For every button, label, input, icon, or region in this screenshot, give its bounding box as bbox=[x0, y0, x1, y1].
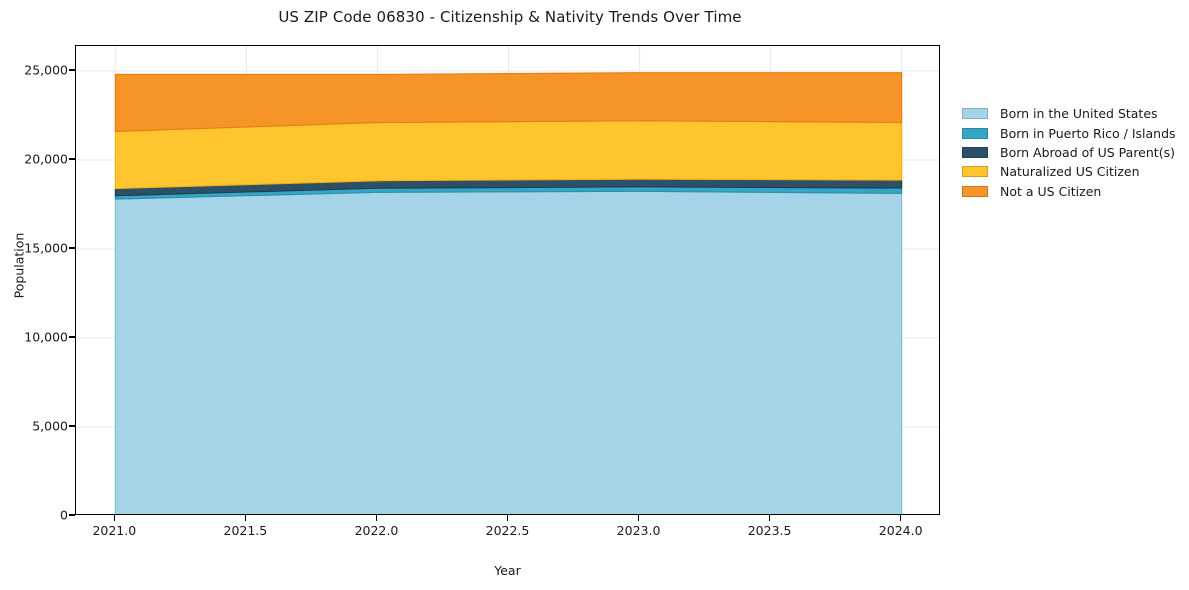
legend-label: Born Abroad of US Parent(s) bbox=[1000, 144, 1175, 160]
chart-legend: Born in the United States Born in Puerto … bbox=[962, 104, 1186, 201]
area-band bbox=[114, 120, 903, 190]
legend-swatch bbox=[962, 127, 988, 139]
y-axis-tick-mark bbox=[69, 336, 75, 338]
y-axis-tick-mark bbox=[69, 425, 75, 427]
x-axis-tick-mark bbox=[900, 515, 902, 521]
y-axis-tick-labels: 0 5,000 10,000 15,000 20,000 25,000 bbox=[0, 0, 68, 590]
legend-item[interactable]: Born Abroad of US Parent(s) bbox=[962, 143, 1186, 162]
legend-item[interactable]: Not a US Citizen bbox=[962, 182, 1186, 201]
x-axis-tick-mark bbox=[375, 515, 378, 521]
y-axis-tick-label: 15,000 bbox=[24, 240, 68, 256]
y-axis-tick-label: 5,000 bbox=[32, 418, 68, 434]
legend-swatch bbox=[962, 166, 988, 178]
legend-swatch bbox=[962, 108, 988, 120]
y-axis-label: Population bbox=[11, 232, 27, 299]
legend-swatch bbox=[962, 185, 988, 197]
x-axis-tick-mark bbox=[768, 515, 771, 521]
legend-label: Born in the United States bbox=[1000, 106, 1158, 122]
y-axis-tick-label: 20,000 bbox=[24, 151, 68, 167]
x-axis-tick-label: 2021.5 bbox=[223, 523, 268, 538]
y-axis-tick-label: 25,000 bbox=[24, 62, 68, 78]
x-axis-tick-mark bbox=[506, 515, 509, 521]
x-axis-tick-mark bbox=[637, 515, 640, 521]
legend-item[interactable]: Naturalized US Citizen bbox=[962, 162, 1186, 181]
area-band bbox=[114, 190, 903, 514]
chart-title: US ZIP Code 06830 - Citizenship & Nativi… bbox=[278, 8, 742, 26]
stacked-area-plot bbox=[76, 46, 939, 514]
legend-label: Born in Puerto Rico / Islands bbox=[1000, 125, 1176, 141]
legend-item[interactable]: Born in Puerto Rico / Islands bbox=[962, 123, 1186, 142]
legend-item[interactable]: Born in the United States bbox=[962, 104, 1186, 123]
y-axis-tick-mark bbox=[69, 514, 75, 516]
y-axis-tick-label: 0 bbox=[60, 507, 68, 523]
y-axis-tick-label: 10,000 bbox=[24, 329, 68, 345]
x-axis-tick-label: 2021.0 bbox=[92, 523, 137, 538]
area-band bbox=[114, 72, 903, 133]
x-axis-tick-mark bbox=[244, 515, 247, 521]
legend-label: Not a US Citizen bbox=[1000, 183, 1102, 199]
legend-label: Naturalized US Citizen bbox=[1000, 164, 1140, 180]
y-axis-tick-mark bbox=[69, 158, 75, 160]
x-axis-tick-label: 2023.5 bbox=[747, 523, 792, 538]
y-axis-tick-mark bbox=[69, 69, 75, 71]
area-bands bbox=[114, 72, 903, 514]
legend-swatch bbox=[962, 146, 988, 158]
y-axis-tick-mark bbox=[69, 247, 75, 249]
x-axis-tick-label: 2022.0 bbox=[354, 523, 399, 538]
x-axis-tick-label: 2022.5 bbox=[485, 523, 530, 538]
plot-area bbox=[75, 45, 940, 515]
x-axis-tick-label: 2024.0 bbox=[878, 523, 923, 538]
x-axis-tick-label: 2023.0 bbox=[616, 523, 661, 538]
x-axis-tick-mark bbox=[113, 515, 115, 521]
x-axis-label: Year bbox=[494, 563, 521, 578]
